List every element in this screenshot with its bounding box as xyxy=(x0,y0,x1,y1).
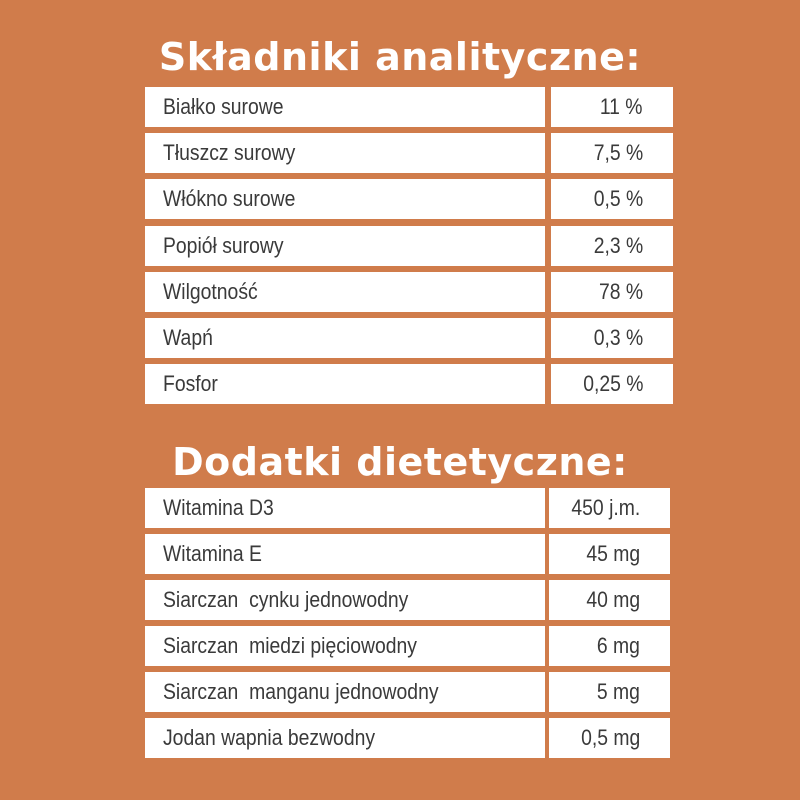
section-title: Dodatki dietetyczne: xyxy=(172,440,628,484)
row-value-text: 0,5 mg xyxy=(580,725,640,750)
row-label-text: Białko surowe xyxy=(163,94,284,119)
row-label-text: Fosfor xyxy=(163,371,218,397)
row-label-text: Wapń xyxy=(163,325,213,350)
section-title: Składniki analityczne: xyxy=(158,35,642,79)
row-value: 40 mg xyxy=(549,580,670,620)
row-value: 0,5 mg xyxy=(549,718,670,758)
row-label-text: Witamina E xyxy=(163,541,262,566)
row-value: 6 mg xyxy=(549,626,670,666)
row-value-text: 0,25 % xyxy=(582,371,643,397)
row-label: Popiół surowy xyxy=(145,225,545,266)
row-value: 5 mg xyxy=(549,672,670,712)
row-value: 11 % xyxy=(551,87,673,127)
row-label-text: Wilgotność xyxy=(163,278,258,304)
row-label: Siarczan manganu jednowodny xyxy=(145,672,545,712)
row-label-text: Siarczan manganu jednowodny xyxy=(163,679,439,704)
row-value-text: 0,5 % xyxy=(593,186,643,212)
row-value: 78 % xyxy=(551,271,673,312)
row-label-text: Popiół surowy xyxy=(163,232,284,258)
row-label-text: Siarczan miedzi pięciowodny xyxy=(163,633,417,658)
row-label: Siarczan cynku jednowodny xyxy=(145,580,545,620)
row-value: 2,3 % xyxy=(551,225,673,266)
row-value-text: 11 % xyxy=(600,94,643,119)
row-label: Siarczan miedzi pięciowodny xyxy=(145,626,545,666)
row-label-text: Jodan wapnia bezwodny xyxy=(163,725,376,750)
row-label-text: Siarczan cynku jednowodny xyxy=(163,587,409,612)
row-value: 0,3 % xyxy=(551,318,673,358)
row-label: Włókno surowe xyxy=(145,179,545,220)
row-value-text: 2,3 % xyxy=(593,232,643,258)
row-label: Tłuszcz surowy xyxy=(145,133,545,174)
row-value: 450 j.m. xyxy=(549,488,670,528)
row-value: 0,25 % xyxy=(551,364,673,405)
row-label: Witamina E xyxy=(145,534,545,574)
row-value-text: 78 % xyxy=(598,278,643,304)
row-value-text: 7,5 % xyxy=(593,140,643,166)
row-value-text: 40 mg xyxy=(586,587,640,612)
row-label: Witamina D3 xyxy=(145,488,545,528)
row-label-text: Witamina D3 xyxy=(163,495,274,520)
row-value-text: 6 mg xyxy=(596,633,640,658)
row-label-text: Tłuszcz surowy xyxy=(163,140,296,166)
row-label: Fosfor xyxy=(145,364,545,405)
row-label: Jodan wapnia bezwodny xyxy=(145,718,545,758)
row-label: Wilgotność xyxy=(145,271,545,312)
row-value-text: 45 mg xyxy=(586,541,640,566)
row-label-text: Włókno surowe xyxy=(163,186,296,212)
row-label: Wapń xyxy=(145,318,545,358)
row-value: 7,5 % xyxy=(551,133,673,174)
row-value-text: 5 mg xyxy=(596,679,640,704)
row-value: 0,5 % xyxy=(551,179,673,220)
row-value: 45 mg xyxy=(549,534,670,574)
row-value-text: 0,3 % xyxy=(593,325,643,350)
row-value-text: 450 j.m. xyxy=(571,495,640,520)
row-label: Białko surowe xyxy=(145,87,545,127)
